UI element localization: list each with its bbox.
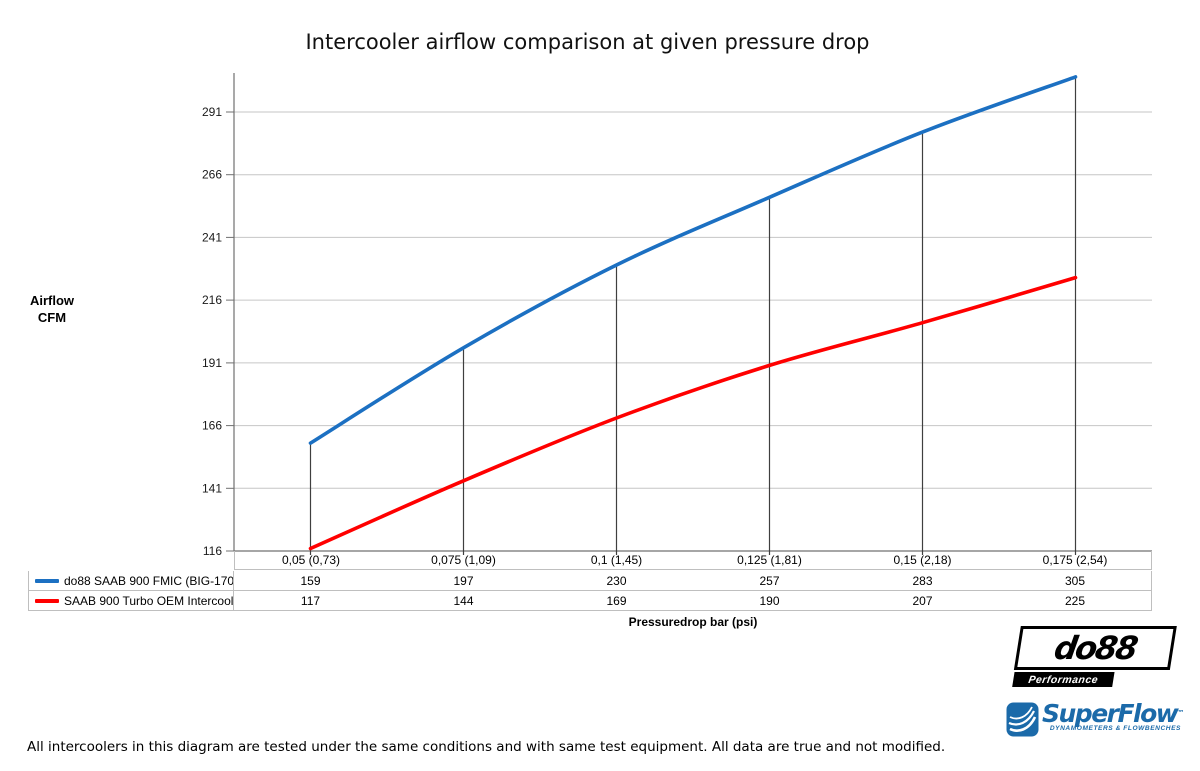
series-line-1 xyxy=(308,275,1078,551)
x-axis-title: Pressuredrop bar (psi) xyxy=(628,615,758,629)
y-tick-label: 191 xyxy=(202,356,222,370)
do88-performance-bar: Performance xyxy=(1012,672,1115,687)
table-value: 197 xyxy=(387,571,540,591)
superflow-s-icon xyxy=(1006,702,1039,737)
y-tick-label: 141 xyxy=(202,481,222,495)
x-axis-label: 0,15 (2,18) xyxy=(846,551,999,570)
y-tick-label: 291 xyxy=(202,105,222,119)
superflow-subtext: DYNAMOMETERS & FLOWBENCHES xyxy=(1049,725,1181,732)
legend-key-line xyxy=(35,598,59,603)
y-tick-label: 216 xyxy=(202,293,222,307)
table-row: do88 SAAB 900 FMIC (BIG-170) 159 197 230 257… xyxy=(28,571,1152,591)
y-axis-title-line1: Airflow xyxy=(29,293,75,308)
table-row: SAAB 900 Turbo OEM Intercooler 117 144 169 1… xyxy=(28,591,1152,611)
do88-logo-box: do88 xyxy=(1013,626,1177,670)
series-name: do88 SAAB 900 FMIC (BIG-170) xyxy=(64,574,234,588)
axes xyxy=(233,73,1152,552)
y-tick-label: 241 xyxy=(202,230,222,244)
table-value: 159 xyxy=(234,571,387,591)
superflow-name: SuperFlow™ xyxy=(1042,699,1185,728)
x-axis-label-row: 0,05 (0,73) 0,075 (1,09) 0,1 (1,45) 0,125 (… xyxy=(234,551,1152,570)
table-value: 230 xyxy=(540,571,693,591)
superflow-logo-text: SuperFlow™ DYNAMOMETERS & FLOWBENCHES xyxy=(1042,699,1185,732)
y-tick-label: 116 xyxy=(203,544,222,558)
y-axis-title-line2: CFM xyxy=(37,310,67,325)
do88-logo-text: do88 xyxy=(1051,629,1140,667)
table-value: 225 xyxy=(999,591,1152,611)
x-axis-label: 0,075 (1,09) xyxy=(387,551,540,570)
x-axis-label: 0,05 (0,73) xyxy=(234,551,387,570)
table-value: 117 xyxy=(234,591,387,611)
do88-performance-text: Performance xyxy=(1027,673,1100,686)
legend-cell: SAAB 900 Turbo OEM Intercooler xyxy=(28,591,234,611)
y-axis-title: Airflow CFM xyxy=(12,292,92,326)
y-tick-label: 266 xyxy=(202,168,222,182)
legend-cell: do88 SAAB 900 FMIC (BIG-170) xyxy=(28,571,234,591)
table-value: 283 xyxy=(846,571,999,591)
table-value: 305 xyxy=(999,571,1152,591)
gridlines xyxy=(234,111,1152,552)
series-name: SAAB 900 Turbo OEM Intercooler xyxy=(64,594,234,608)
table-value: 144 xyxy=(387,591,540,611)
y-axis-ticks xyxy=(226,111,234,552)
table-value: 169 xyxy=(540,591,693,611)
table-value: 207 xyxy=(846,591,999,611)
legend-key-line xyxy=(35,578,59,583)
x-axis-label: 0,1 (1,45) xyxy=(540,551,693,570)
y-tick-label: 166 xyxy=(202,419,222,433)
table-value: 257 xyxy=(693,571,846,591)
series-line-0 xyxy=(308,75,1078,445)
table-value: 190 xyxy=(693,591,846,611)
disclaimer-text: All intercoolers in this diagram are tes… xyxy=(27,739,946,755)
drop-lines xyxy=(309,76,1077,555)
x-axis-label: 0,125 (1,81) xyxy=(693,551,846,570)
do88-logo: do88 Performance xyxy=(1011,626,1177,687)
y-axis-labels: 116 141 166 191 216 241 266 291 xyxy=(202,105,222,558)
x-axis-label: 0,175 (2,54) xyxy=(999,551,1152,570)
chart-title: Intercooler airflow comparison at given … xyxy=(305,30,870,54)
superflow-trademark: ™ xyxy=(1177,709,1185,717)
